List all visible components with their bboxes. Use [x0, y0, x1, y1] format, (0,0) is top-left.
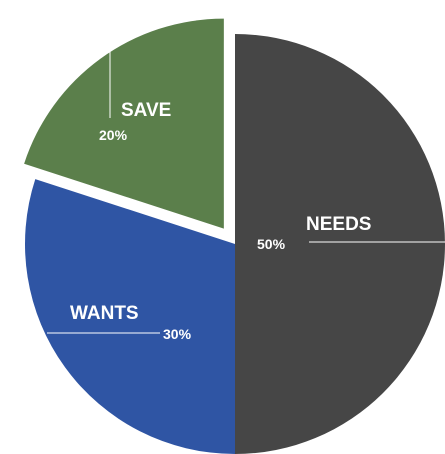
- slice-label-save: SAVE: [121, 100, 171, 121]
- pie-slices: [24, 18, 445, 454]
- pie-slice-needs: [235, 34, 445, 454]
- slice-label-wants: WANTS: [70, 303, 139, 324]
- slice-value-wants: 30%: [163, 326, 192, 342]
- pie-slice-wants: [24, 179, 236, 454]
- leader-lines: [47, 35, 445, 334]
- slice-value-needs: 50%: [257, 236, 286, 252]
- slice-label-needs: NEEDS: [306, 214, 371, 235]
- pie-slice-save: [24, 18, 224, 229]
- slice-value-save: 20%: [99, 127, 128, 143]
